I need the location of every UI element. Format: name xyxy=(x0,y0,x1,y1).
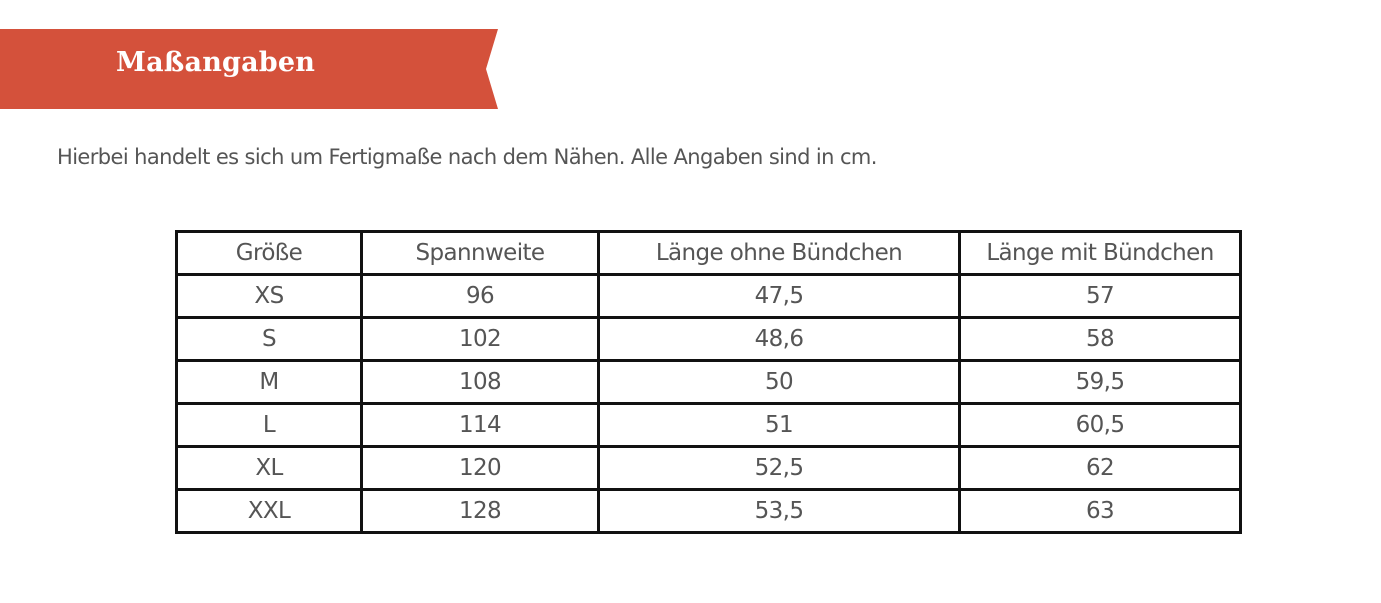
section-banner: Maßangaben xyxy=(0,29,498,109)
size-table: Größe Spannweite Länge ohne Bündchen Län… xyxy=(175,230,1242,534)
header-laenge-mit-buendchen: Länge mit Bündchen xyxy=(958,230,1242,276)
table-cell: 102 xyxy=(360,316,600,362)
table-cell: L xyxy=(175,402,363,448)
table-cell: 47,5 xyxy=(597,273,961,319)
header-spannweite: Spannweite xyxy=(360,230,600,276)
table-cell: 52,5 xyxy=(597,445,961,491)
table-cell: 48,6 xyxy=(597,316,961,362)
table-cell: 51 xyxy=(597,402,961,448)
table-cell: 60,5 xyxy=(958,402,1242,448)
table-cell: 50 xyxy=(597,359,961,405)
table-row: S 102 48,6 58 xyxy=(175,316,1242,362)
table-cell: 57 xyxy=(958,273,1242,319)
table-cell: 62 xyxy=(958,445,1242,491)
table-cell: S xyxy=(175,316,363,362)
intro-text: Hierbei handelt es sich um Fertigmaße na… xyxy=(57,145,877,169)
table-cell: 108 xyxy=(360,359,600,405)
section-title: Maßangaben xyxy=(116,47,316,78)
table-cell: 114 xyxy=(360,402,600,448)
table-cell: M xyxy=(175,359,363,405)
header-groesse: Größe xyxy=(175,230,363,276)
table-cell: 96 xyxy=(360,273,600,319)
table-cell: 53,5 xyxy=(597,488,961,534)
header-laenge-ohne-buendchen: Länge ohne Bündchen xyxy=(597,230,961,276)
table-cell: 58 xyxy=(958,316,1242,362)
table-row: XL 120 52,5 62 xyxy=(175,445,1242,491)
table-header-row: Größe Spannweite Länge ohne Bündchen Län… xyxy=(175,230,1242,276)
table-cell: XS xyxy=(175,273,363,319)
table-row: XXL 128 53,5 63 xyxy=(175,488,1242,534)
table-cell: 128 xyxy=(360,488,600,534)
table-cell: 120 xyxy=(360,445,600,491)
table-cell: 59,5 xyxy=(958,359,1242,405)
table-row: M 108 50 59,5 xyxy=(175,359,1242,405)
table-cell: XL xyxy=(175,445,363,491)
table-cell: 63 xyxy=(958,488,1242,534)
banner-ribbon-shape xyxy=(0,29,498,109)
table-cell: XXL xyxy=(175,488,363,534)
table-row: L 114 51 60,5 xyxy=(175,402,1242,448)
table-row: XS 96 47,5 57 xyxy=(175,273,1242,319)
